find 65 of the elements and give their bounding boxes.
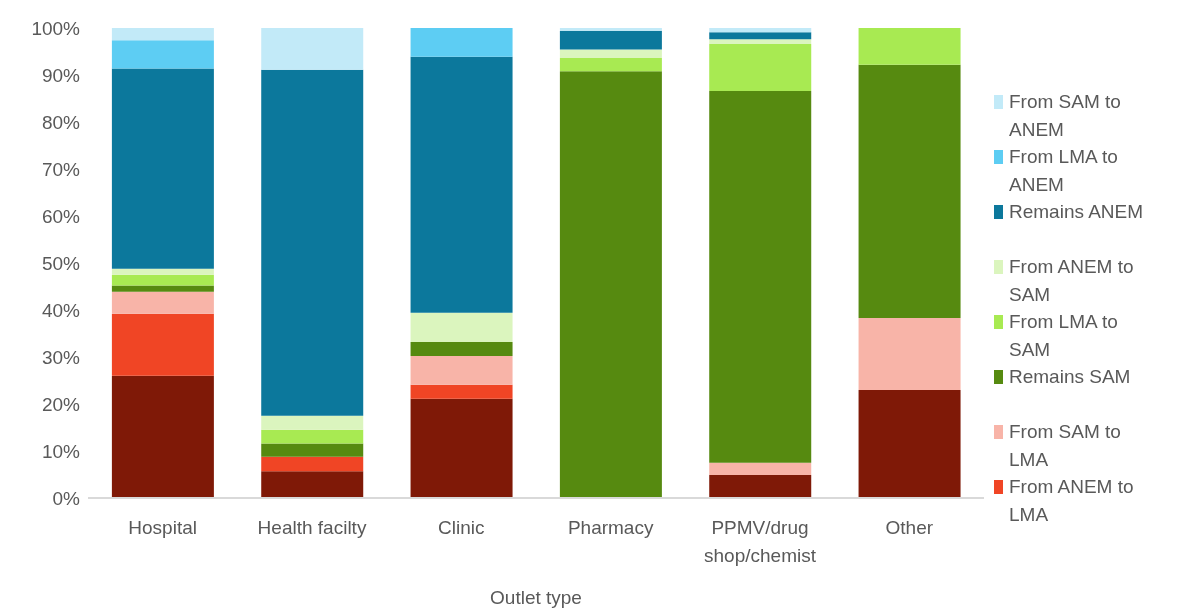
bar bbox=[111, 268, 214, 275]
bar bbox=[111, 375, 214, 498]
legend-label: From LMA to ANEM bbox=[1009, 145, 1119, 197]
bar bbox=[858, 389, 961, 498]
bar bbox=[559, 30, 662, 50]
bar bbox=[410, 356, 513, 385]
bar bbox=[111, 28, 214, 41]
legend-label: Remains ANEM bbox=[1009, 200, 1144, 224]
bar bbox=[261, 415, 364, 430]
bar bbox=[261, 429, 364, 444]
y-tick-label: 60% bbox=[41, 205, 81, 227]
y-tick-label: 10% bbox=[41, 440, 81, 462]
y-tick-label: 40% bbox=[41, 299, 81, 321]
bar bbox=[858, 317, 961, 390]
x-tick-label: Hospital bbox=[127, 516, 198, 540]
y-tick-label: 30% bbox=[41, 346, 81, 368]
bar bbox=[559, 49, 662, 59]
legend-label: From ANEM to LMA bbox=[1009, 475, 1135, 527]
y-tick-label: 20% bbox=[41, 393, 81, 415]
bar bbox=[410, 341, 513, 357]
bar bbox=[111, 313, 214, 376]
y-tick-label: 50% bbox=[41, 252, 81, 274]
bar bbox=[858, 64, 961, 318]
bar bbox=[709, 474, 812, 498]
bar bbox=[261, 28, 364, 70]
y-tick-label: 80% bbox=[41, 111, 81, 133]
y-tick-label: 90% bbox=[41, 64, 81, 86]
x-tick-label: Health facilty bbox=[256, 516, 368, 540]
bar bbox=[410, 28, 513, 57]
y-tick-label: 70% bbox=[41, 158, 81, 180]
bar bbox=[709, 90, 812, 463]
bar bbox=[410, 56, 513, 313]
x-tick-label: Clinic bbox=[437, 516, 486, 540]
bar bbox=[261, 443, 364, 457]
bar bbox=[261, 456, 364, 472]
bar bbox=[559, 58, 662, 72]
bar bbox=[559, 71, 662, 498]
bar bbox=[410, 384, 513, 399]
bar bbox=[709, 462, 812, 475]
x-axis-title: Outlet type bbox=[490, 587, 582, 608]
bar bbox=[410, 312, 513, 342]
bar bbox=[709, 32, 812, 40]
bar bbox=[559, 28, 662, 31]
legend-label: From LMA to SAM bbox=[1009, 310, 1119, 362]
y-tick-label: 100% bbox=[31, 17, 81, 39]
bar bbox=[709, 28, 812, 33]
bar bbox=[410, 398, 513, 498]
y-tick-label: 0% bbox=[52, 487, 81, 509]
bar bbox=[111, 274, 214, 286]
bar bbox=[261, 69, 364, 416]
x-tick-label: Other bbox=[884, 516, 935, 540]
legend-label: From ANEM to SAM bbox=[1009, 255, 1135, 307]
bar bbox=[111, 40, 214, 69]
legend-label: Remains SAM bbox=[1009, 365, 1131, 389]
x-tick-label: Pharmacy bbox=[566, 516, 655, 540]
x-tick-label: PPMV/drug shop/chemist bbox=[703, 516, 817, 568]
bar bbox=[111, 68, 214, 269]
bar bbox=[709, 39, 812, 44]
bar bbox=[111, 291, 214, 314]
bar bbox=[261, 471, 364, 498]
bar bbox=[111, 285, 214, 292]
bar bbox=[858, 28, 961, 65]
legend-label: From SAM to ANEM bbox=[1009, 90, 1122, 142]
legend-label: From SAM to LMA bbox=[1009, 420, 1122, 472]
bar bbox=[709, 43, 812, 91]
